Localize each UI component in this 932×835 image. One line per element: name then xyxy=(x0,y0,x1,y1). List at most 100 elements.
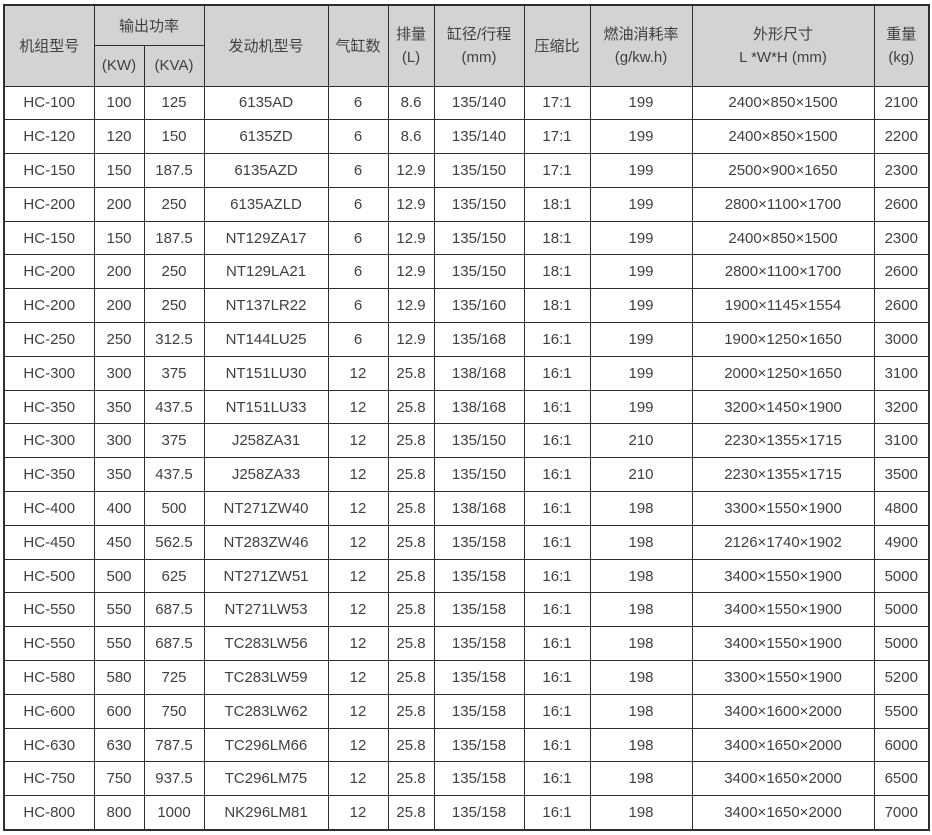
table-cell: 16:1 xyxy=(523,761,591,797)
header-dimensions: 外形尺寸 L *W*H (mm) xyxy=(691,4,875,87)
table-cell: 25.8 xyxy=(387,355,435,391)
table-cell: HC-450 xyxy=(3,524,95,560)
table-cell: 550 xyxy=(93,592,145,628)
table-cell: 100 xyxy=(93,85,145,121)
table-cell: HC-600 xyxy=(3,693,95,729)
table-cell: 2400×850×1500 xyxy=(691,220,875,256)
table-row: HC-200 200 250 NT129LA21 6 12.9 135/150 18:1 199… xyxy=(3,254,930,290)
table-cell: J258ZA31 xyxy=(203,423,329,459)
table-cell: 375 xyxy=(143,423,205,459)
table-cell: J258ZA33 xyxy=(203,457,329,493)
table-cell: 16:1 xyxy=(523,660,591,695)
table-cell: 198 xyxy=(589,795,693,831)
header-cylinders: 气缸数 xyxy=(327,4,389,87)
table-cell: 6500 xyxy=(873,761,930,797)
table-cell: 25.8 xyxy=(387,389,435,425)
table-header: 机组型号 输出功率 发动机型号 气缸数 排量 (L) 缸径/行程 (mm) 压缩… xyxy=(3,4,930,87)
table-cell: 2126×1740×1902 xyxy=(691,524,875,560)
table-cell: 135/150 xyxy=(433,153,525,188)
table-cell: 135/150 xyxy=(433,457,525,493)
table-cell: 3200 xyxy=(873,389,930,425)
table-row: HC-150 150 187.5 6135AZD 6 12.9 135/150 17:1 199… xyxy=(3,153,930,188)
table-cell: TC283LW62 xyxy=(203,693,329,729)
table-cell: 198 xyxy=(589,727,693,763)
table-cell: 16:1 xyxy=(523,389,591,425)
table-cell: NT129LA21 xyxy=(203,254,329,290)
table-cell: 2300 xyxy=(873,153,930,188)
table-cell: 2600 xyxy=(873,254,930,290)
table-cell: 150 xyxy=(93,153,145,188)
generator-spec-table: 机组型号 输出功率 发动机型号 气缸数 排量 (L) 缸径/行程 (mm) 压缩… xyxy=(3,4,931,831)
table-cell: 4800 xyxy=(873,491,930,526)
table-cell: 2600 xyxy=(873,288,930,324)
table-cell: 562.5 xyxy=(143,524,205,560)
table-cell: 600 xyxy=(93,693,145,729)
table-cell: 198 xyxy=(589,491,693,526)
table-cell: 199 xyxy=(589,355,693,391)
table-cell: 6 xyxy=(327,153,389,188)
table-cell: 16:1 xyxy=(523,423,591,459)
header-dimensions-title: 外形尺寸 xyxy=(753,25,814,43)
table-cell: 135/150 xyxy=(433,220,525,256)
table-row: HC-800 800 1000 NK296LM81 12 25.8 135/158 16:1 1… xyxy=(3,795,930,831)
header-compression-ratio: 压缩比 xyxy=(523,4,591,87)
table-cell: 210 xyxy=(589,457,693,493)
table-cell: 750 xyxy=(143,693,205,729)
table-cell: 12 xyxy=(327,355,389,391)
table-cell: 16:1 xyxy=(523,524,591,560)
table-cell: 135/158 xyxy=(433,592,525,628)
table-row: HC-350 350 437.5 J258ZA33 12 25.8 135/150 16:1 2… xyxy=(3,457,930,493)
table-cell: 199 xyxy=(589,119,693,155)
table-cell: 6 xyxy=(327,220,389,256)
header-bore-stroke-title: 缸径/行程 xyxy=(446,25,512,43)
table-cell: 135/158 xyxy=(433,761,525,797)
table-row: HC-400 400 500 NT271ZW40 12 25.8 138/168 16:1 19… xyxy=(3,491,930,526)
table-cell: HC-550 xyxy=(3,592,95,628)
table-cell: HC-350 xyxy=(3,457,95,493)
header-weight-unit: (kg) xyxy=(888,48,915,66)
table-cell: NT137LR22 xyxy=(203,288,329,324)
table-cell: 6135AZLD xyxy=(203,186,329,222)
table-cell: HC-350 xyxy=(3,389,95,425)
table-cell: 2000×1250×1650 xyxy=(691,355,875,391)
table-cell: 437.5 xyxy=(143,457,205,493)
table-cell: 210 xyxy=(589,423,693,459)
table-cell: 3000 xyxy=(873,322,930,357)
table-cell: 5200 xyxy=(873,660,930,695)
table-cell: 16:1 xyxy=(523,558,591,594)
table-cell: 135/158 xyxy=(433,660,525,695)
table-cell: 3400×1650×2000 xyxy=(691,761,875,797)
table-cell: 437.5 xyxy=(143,389,205,425)
table-cell: 135/158 xyxy=(433,727,525,763)
table-cell: HC-550 xyxy=(3,626,95,662)
table-cell: 17:1 xyxy=(523,153,591,188)
table-cell: 16:1 xyxy=(523,355,591,391)
table-cell: 5000 xyxy=(873,626,930,662)
table-cell: 135/158 xyxy=(433,795,525,831)
table-cell: 25.8 xyxy=(387,693,435,729)
table-row: HC-600 600 750 TC283LW62 12 25.8 135/158 16:1 19… xyxy=(3,693,930,729)
table-cell: 198 xyxy=(589,761,693,797)
table-cell: NT271LW53 xyxy=(203,592,329,628)
table-cell: HC-500 xyxy=(3,558,95,594)
table-cell: 3400×1650×2000 xyxy=(691,727,875,763)
table-cell: 12 xyxy=(327,457,389,493)
table-cell: 135/150 xyxy=(433,186,525,222)
table-cell: 25.8 xyxy=(387,660,435,695)
table-cell: 135/150 xyxy=(433,254,525,290)
table-cell: 2230×1355×1715 xyxy=(691,423,875,459)
table-cell: NT129ZA17 xyxy=(203,220,329,256)
table-cell: 1900×1250×1650 xyxy=(691,322,875,357)
table-cell: 16:1 xyxy=(523,457,591,493)
table-cell: NT151LU30 xyxy=(203,355,329,391)
table-cell: 350 xyxy=(93,457,145,493)
table-cell: 199 xyxy=(589,85,693,121)
table-cell: 12 xyxy=(327,423,389,459)
table-cell: 2230×1355×1715 xyxy=(691,457,875,493)
table-cell: 3400×1550×1900 xyxy=(691,626,875,662)
table-cell: 25.8 xyxy=(387,592,435,628)
table-cell: 25.8 xyxy=(387,761,435,797)
table-cell: 25.8 xyxy=(387,558,435,594)
table-row: HC-300 300 375 J258ZA31 12 25.8 135/150 16:1 210… xyxy=(3,423,930,459)
table-cell: 2400×850×1500 xyxy=(691,85,875,121)
